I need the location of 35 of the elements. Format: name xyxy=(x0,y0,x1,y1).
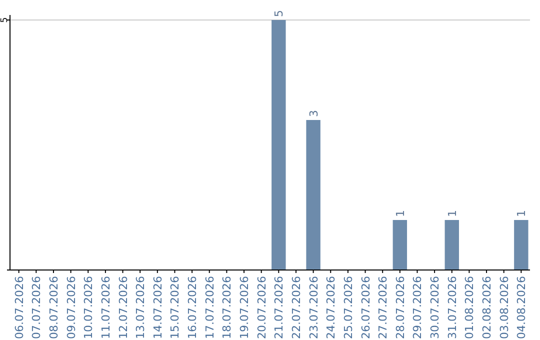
x-tick-label: 11.07.2026 xyxy=(99,276,112,339)
x-tick-label: 30.07.2026 xyxy=(428,276,442,339)
x-tick-label: 26.07.2026 xyxy=(359,276,372,339)
x-tick-label: 02.08.2026 xyxy=(480,276,494,339)
data-label: 5 xyxy=(272,10,286,17)
x-tick-label: 15.07.2026 xyxy=(168,276,182,339)
x-tick-label: 01.08.2026 xyxy=(463,276,476,339)
x-tick-label: 14.07.2026 xyxy=(151,276,164,339)
x-tick-label: 18.07.2026 xyxy=(220,276,234,339)
x-tick-label: 21.07.2026 xyxy=(272,276,286,339)
x-tick-label: 09.07.2026 xyxy=(64,276,78,339)
data-label: 1 xyxy=(394,210,407,217)
x-tick-label: 31.07.2026 xyxy=(446,276,459,339)
x-tick-label: 22.07.2026 xyxy=(290,276,303,339)
data-label: 3 xyxy=(307,110,320,117)
x-tick-label: 24.07.2026 xyxy=(324,276,338,339)
data-label: 1 xyxy=(515,210,528,217)
x-tick-label: 27.07.2026 xyxy=(376,276,390,339)
x-tick-label: 19.07.2026 xyxy=(238,276,252,339)
x-tick-label: 20.07.2026 xyxy=(255,276,268,339)
x-tick-label: 17.07.2026 xyxy=(203,276,216,339)
x-tick-label: 25.07.2026 xyxy=(342,276,355,339)
x-tick-label: 23.07.2026 xyxy=(307,276,320,339)
x-tick-label: 06.07.2026 xyxy=(12,276,26,339)
x-tick-label: 29.07.2026 xyxy=(411,276,424,339)
x-tick-label: 08.07.2026 xyxy=(47,276,60,339)
x-tick-label: 28.07.2026 xyxy=(394,276,407,339)
x-tick-label: 03.08.2026 xyxy=(498,276,511,339)
x-tick-label: 16.07.2026 xyxy=(186,276,200,339)
x-tick-label: 04.08.2026 xyxy=(515,276,528,339)
x-tick-label: 10.07.2026 xyxy=(82,276,96,339)
x-tick-label: 13.07.2026 xyxy=(134,276,148,339)
data-label: 1 xyxy=(446,210,459,217)
x-tick-label: 07.07.2026 xyxy=(30,276,44,339)
x-tick-label: 12.07.2026 xyxy=(116,276,130,339)
